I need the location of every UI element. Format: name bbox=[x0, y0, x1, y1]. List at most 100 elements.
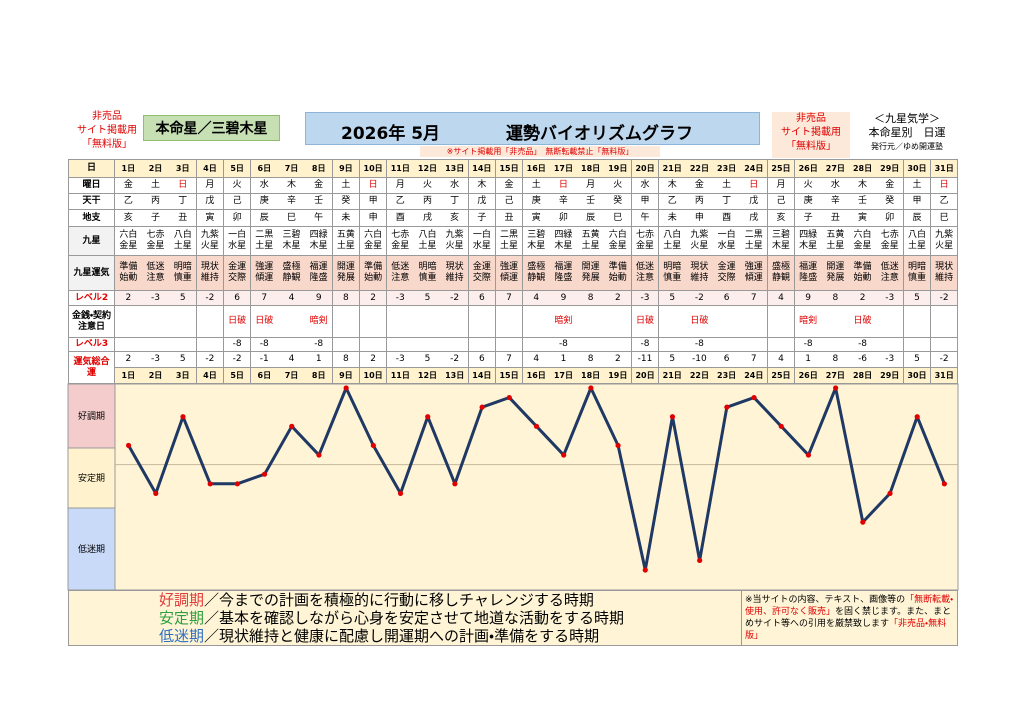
cell-shi: 丑 bbox=[495, 210, 524, 227]
row-label: 天干 bbox=[68, 194, 115, 210]
cell-weekday: 土 bbox=[522, 178, 551, 194]
cell-days: 27日 bbox=[822, 160, 850, 178]
notice: ※サイト掲載用「非売品」 無断転載禁止「無料版」 bbox=[420, 146, 660, 157]
point bbox=[397, 490, 404, 496]
cell-level3 bbox=[359, 338, 388, 352]
cell-fortune: 金運交際 bbox=[468, 256, 497, 291]
cell-total: -3 bbox=[386, 352, 415, 368]
cell-level3 bbox=[278, 338, 306, 352]
cell-level2: 4 bbox=[767, 291, 796, 306]
cell-level2: 2 bbox=[359, 291, 388, 306]
cell-star: 六白金星 bbox=[604, 227, 633, 256]
cell-days-bottom: 27日 bbox=[822, 368, 850, 384]
cell-days-bottom: 8日 bbox=[305, 368, 334, 384]
cell-kan: 庚 bbox=[794, 194, 823, 210]
cell-level3 bbox=[115, 338, 143, 352]
cell-level2: 2 bbox=[849, 291, 877, 306]
cell-level3 bbox=[740, 338, 769, 352]
cell-days: 19日 bbox=[604, 160, 633, 178]
cell-level2: 8 bbox=[577, 291, 605, 306]
cell-days-bottom: 21日 bbox=[658, 368, 687, 384]
cell-fortune: 低迷注意 bbox=[142, 256, 170, 291]
cell-days-bottom: 23日 bbox=[713, 368, 741, 384]
cell-total: -2 bbox=[441, 352, 469, 368]
cell-caution bbox=[577, 306, 605, 338]
point bbox=[561, 452, 567, 458]
cell-shi: 戌 bbox=[740, 210, 769, 227]
cell-caution bbox=[495, 306, 524, 338]
row-label: レベル3 bbox=[68, 338, 115, 352]
cell-caution bbox=[767, 306, 796, 338]
cell-days: 21日 bbox=[658, 160, 687, 178]
cell-star: 一白水星 bbox=[468, 227, 497, 256]
cell-kan: 丁 bbox=[441, 194, 469, 210]
cell-kan: 丁 bbox=[169, 194, 198, 210]
cell-star: 四緑木星 bbox=[794, 227, 823, 256]
cell-fortune: 現状維持 bbox=[196, 256, 225, 291]
cell-caution bbox=[903, 306, 932, 338]
cell-weekday: 日 bbox=[169, 178, 198, 194]
cell-days-bottom: 28日 bbox=[849, 368, 877, 384]
cell-star: 三碧木星 bbox=[522, 227, 551, 256]
cell-kan: 壬 bbox=[577, 194, 605, 210]
cell-fortune: 明暗慎重 bbox=[414, 256, 442, 291]
cell-weekday: 金 bbox=[305, 178, 334, 194]
note-text: を固く禁じます。また、まとめサイト等への引用を厳禁致します bbox=[745, 607, 952, 629]
cell-level3 bbox=[495, 338, 524, 352]
cell-kan: 戊 bbox=[468, 194, 497, 210]
zone-label: 低迷期 bbox=[78, 543, 105, 555]
cell-caution bbox=[930, 306, 959, 338]
cell-level2: 9 bbox=[305, 291, 334, 306]
cell-star: 二黒土星 bbox=[495, 227, 524, 256]
cell-fortune: 盛極静観 bbox=[767, 256, 796, 291]
cell-caution bbox=[359, 306, 388, 338]
cell-level2: 4 bbox=[278, 291, 306, 306]
cell-days-bottom: 26日 bbox=[794, 368, 823, 384]
row-label: 九星運気 bbox=[68, 256, 115, 291]
cell-level2: 2 bbox=[115, 291, 143, 306]
point bbox=[370, 442, 376, 449]
cell-level3: -8 bbox=[550, 338, 578, 352]
cell-weekday: 日 bbox=[740, 178, 769, 194]
cell-fortune: 開運発展 bbox=[822, 256, 850, 291]
cell-weekday: 土 bbox=[332, 178, 361, 194]
cell-level3 bbox=[332, 338, 361, 352]
cell-kan: 癸 bbox=[604, 194, 633, 210]
cell-fortune: 準備始動 bbox=[849, 256, 877, 291]
cell-level2: 6 bbox=[713, 291, 741, 306]
cell-weekday: 金 bbox=[495, 178, 524, 194]
cell-kan: 癸 bbox=[876, 194, 905, 210]
cell-caution: 日破 bbox=[250, 306, 279, 338]
cell-shi: 戌 bbox=[414, 210, 442, 227]
cell-star: 六白金星 bbox=[849, 227, 877, 256]
cell-fortune: 強運傾運 bbox=[495, 256, 524, 291]
cell-fortune: 低迷注意 bbox=[386, 256, 415, 291]
cell-shi: 未 bbox=[658, 210, 687, 227]
cell-caution bbox=[740, 306, 769, 338]
cell-kan: 庚 bbox=[522, 194, 551, 210]
cell-level3 bbox=[713, 338, 741, 352]
note-text: ※当サイトの内容、テキスト、画像等の bbox=[745, 595, 906, 605]
cell-days: 4日 bbox=[196, 160, 225, 178]
cell-total: 8 bbox=[822, 352, 850, 368]
cell-total: 1 bbox=[794, 352, 823, 368]
cell-caution bbox=[468, 306, 497, 338]
cell-total: 6 bbox=[468, 352, 497, 368]
cell-total: 7 bbox=[740, 352, 769, 368]
cell-days: 1日 bbox=[115, 160, 143, 178]
cell-shi: 子 bbox=[794, 210, 823, 227]
cell-level2: -3 bbox=[876, 291, 905, 306]
cell-level3 bbox=[522, 338, 551, 352]
cell-days-bottom: 7日 bbox=[278, 368, 306, 384]
title-box: 2026年 5月 運勢バイオリズムグラフ bbox=[305, 112, 760, 145]
cell-fortune: 開運発展 bbox=[332, 256, 361, 291]
point bbox=[914, 414, 920, 420]
cell-level2: -2 bbox=[441, 291, 469, 306]
cell-level3 bbox=[468, 338, 497, 352]
cell-star: 九紫火星 bbox=[686, 227, 714, 256]
cell-level3 bbox=[142, 338, 170, 352]
cell-weekday: 金 bbox=[115, 178, 143, 194]
cell-shi: 巳 bbox=[604, 210, 633, 227]
cell-kan: 己 bbox=[767, 194, 796, 210]
cell-days-bottom: 13日 bbox=[441, 368, 469, 384]
